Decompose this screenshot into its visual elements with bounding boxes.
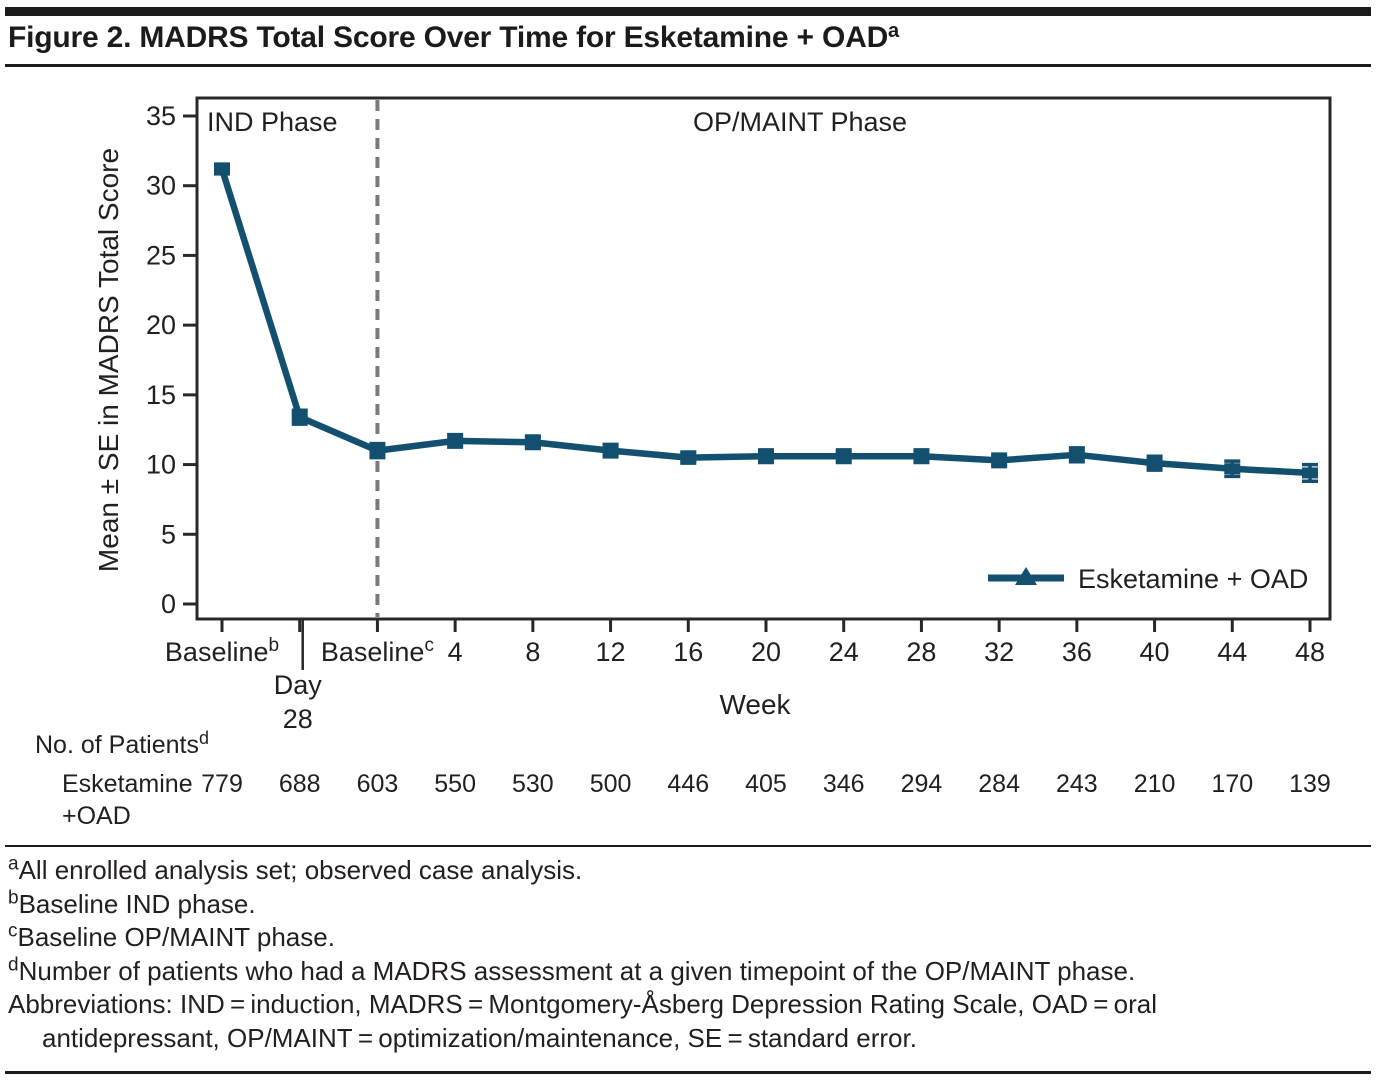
legend: Esketamine + OAD [988,564,1308,594]
x-tick-label: Baselinec [321,635,434,667]
y-axis: 0 5 10 15 20 25 30 35 Mean ± SE in MADRS Total S… [93,101,197,619]
series-esketamine-oad [214,162,1318,484]
footnote-text: antidepressant, OP/MAINT = optimization/… [42,1022,917,1053]
data-point-marker [1068,449,1085,461]
legend-label: Esketamine + OAD [1078,564,1308,594]
x-tick-label: 28 [906,637,936,667]
data-point-marker [291,411,308,423]
data-point-marker [757,450,774,462]
patients-count: 405 [745,770,787,798]
figure-title: Figure 2. MADRS Total Score Over Time fo… [8,20,899,55]
patients-count: 603 [357,770,399,798]
x-axis: Baselineb Baselinec 4 8 12 16 20 24 28 32 36 40 44 48… [165,619,1325,734]
patients-count: 688 [279,770,321,798]
patients-count: 284 [978,770,1020,798]
footnote-line: cBaseline OP/MAINT phase. [8,921,1368,955]
y-tick-label: 5 [161,519,176,549]
data-point-marker [369,445,386,457]
data-point-marker [1301,467,1318,479]
data-point-marker [680,452,697,464]
footnote-text: Abbreviations: IND = induction, MADRS = … [8,989,1158,1019]
legend-triangle-marker-icon [1015,567,1037,585]
op-maint-phase-label: OP/MAINT Phase [693,107,907,137]
y-tick-label: 25 [146,240,176,270]
plot-border [195,96,1332,621]
x-tick-label: 4 [448,637,463,667]
x-tick-label: 48 [1295,637,1325,667]
y-tick-label: 20 [146,310,176,340]
y-tick-label: 30 [146,171,176,201]
data-point-marker [524,436,541,448]
footnote-divider [5,845,1371,847]
footnote-text: Baseline OP/MAINT phase. [17,922,335,952]
x-tick-label: Baselineb [165,635,279,667]
x-tick-label: 32 [984,637,1014,667]
x-tick-label: 12 [596,637,626,667]
data-point-marker [447,435,464,447]
data-point-marker [602,445,619,457]
figure-title-text: Figure 2. MADRS Total Score Over Time fo… [8,21,889,54]
x-axis-title: Week [719,689,791,720]
footnote-text: Baseline IND phase. [18,888,256,919]
footnote-text: All enrolled analysis set; observed case… [18,855,583,885]
patients-row-label-line2: +OAD [62,802,131,830]
x-tick-label: 8 [525,637,540,667]
series-line [218,168,1311,477]
bottom-rule [5,1071,1371,1074]
top-rule [5,7,1371,16]
ind-phase-label: IND Phase [207,107,338,137]
patients-count: 139 [1289,770,1331,798]
data-point-marker [214,163,230,175]
x-tick-label: 20 [751,637,781,667]
patients-count: 446 [667,770,709,798]
footnote-line: aAll enrolled analysis set; observed cas… [8,854,1368,888]
title-divider [5,64,1371,67]
footnotes-block: aAll enrolled analysis set; observed cas… [8,854,1368,1055]
data-point-marker [1224,463,1241,475]
patients-count: 243 [1056,770,1098,798]
patients-count: 530 [512,770,554,798]
data-point-marker [835,450,852,462]
figure-title-superscript: a [888,20,899,42]
day28-label-line1: Day [274,670,323,700]
footnote-line: antidepressant, OP/MAINT = optimization/… [8,1022,1368,1056]
y-tick-label: 15 [146,380,176,410]
x-tick-label: 36 [1062,637,1092,667]
patients-count: 779 [201,770,243,798]
x-tick-label: 44 [1217,637,1247,667]
patients-heading: No. of Patientsd [35,728,209,759]
x-tick-label: 24 [829,637,859,667]
footnote-line: bBaseline IND phase. [8,888,1368,922]
y-axis-title: Mean ± SE in MADRS Total Score [93,148,124,572]
x-tick-label: 16 [673,637,703,667]
patients-count: 210 [1134,770,1176,798]
y-tick-label: 0 [161,589,176,619]
x-tick-label: 40 [1140,637,1170,667]
data-point-marker [991,454,1008,466]
footnote-superscript: a [8,853,19,875]
patients-count: 170 [1211,770,1253,798]
patients-count: 294 [901,770,943,798]
footnote-line: dNumber of patients who had a MADRS asse… [8,955,1368,989]
patients-count: 550 [434,770,476,798]
patients-count: 346 [823,770,865,798]
day28-label-line2: 28 [283,704,313,734]
footnote-superscript: d [8,953,19,975]
y-tick-label: 10 [146,450,176,480]
footnote-superscript: c [8,920,18,942]
patients-count: 500 [590,770,632,798]
footnote-line: Abbreviations: IND = induction, MADRS = … [8,988,1368,1022]
footnote-text: Number of patients who had a MADRS asses… [18,955,1136,986]
patients-row-label-line1: Esketamine [62,770,193,798]
data-point-marker [913,450,930,462]
footnote-superscript: b [8,886,19,908]
patients-row: No. of Patientsd Esketamine +OAD 779 688 603 5… [35,728,1331,830]
y-tick-label: 35 [146,101,176,131]
data-point-marker [1146,457,1163,469]
